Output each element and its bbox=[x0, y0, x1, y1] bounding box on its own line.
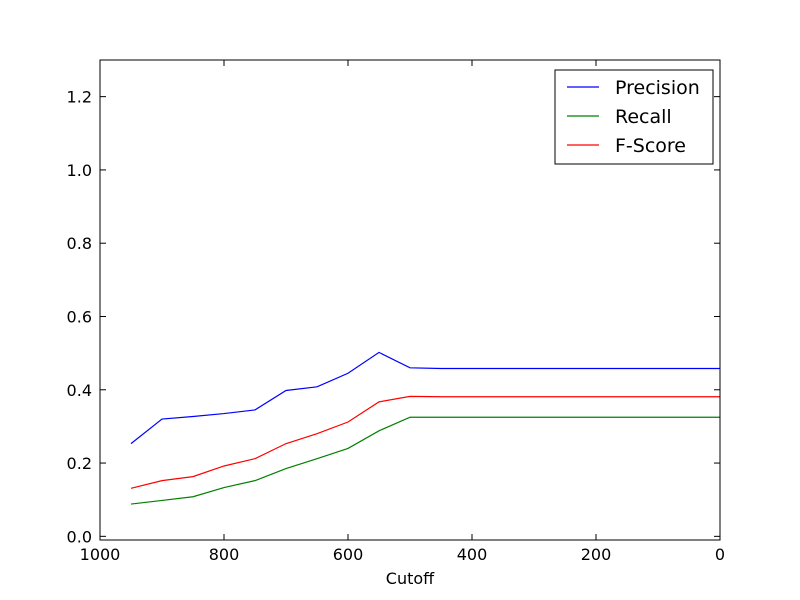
x-tick-label: 0 bbox=[715, 545, 725, 564]
legend-box bbox=[554, 69, 714, 165]
legend: Precision Recall F-Score bbox=[554, 69, 714, 165]
y-tick-label: 0.8 bbox=[67, 234, 92, 253]
y-tick-label: 0.6 bbox=[67, 307, 92, 326]
series-line-precision bbox=[130, 351, 720, 445]
tick-labels: 1000 800 600 400 200 0 0.0 0.2 0.4 0.6 0.8 1.0 1.2 bbox=[67, 88, 726, 564]
x-tick-label: 600 bbox=[333, 545, 364, 564]
x-axis-label: Cutoff bbox=[386, 569, 435, 588]
y-tick-label: 1.2 bbox=[67, 88, 92, 107]
legend-label-precision: Precision bbox=[615, 77, 700, 99]
plot-area bbox=[130, 351, 720, 505]
y-tick-label: 0.2 bbox=[67, 454, 92, 473]
y-tick-label: 0.0 bbox=[67, 527, 92, 546]
y-tick-label: 1.0 bbox=[67, 161, 92, 180]
legend-label-f-score: F-Score bbox=[615, 135, 686, 157]
x-tick-label: 200 bbox=[581, 545, 612, 564]
series-line-recall bbox=[130, 416, 720, 505]
x-tick-label: 1000 bbox=[80, 545, 121, 564]
x-tick-label: 800 bbox=[209, 545, 240, 564]
legend-label-recall: Recall bbox=[615, 106, 672, 128]
plot-frame bbox=[99, 59, 721, 541]
y-tick-label: 0.4 bbox=[67, 381, 92, 400]
x-tick-label: 400 bbox=[457, 545, 488, 564]
series-line-f-score bbox=[130, 395, 720, 489]
